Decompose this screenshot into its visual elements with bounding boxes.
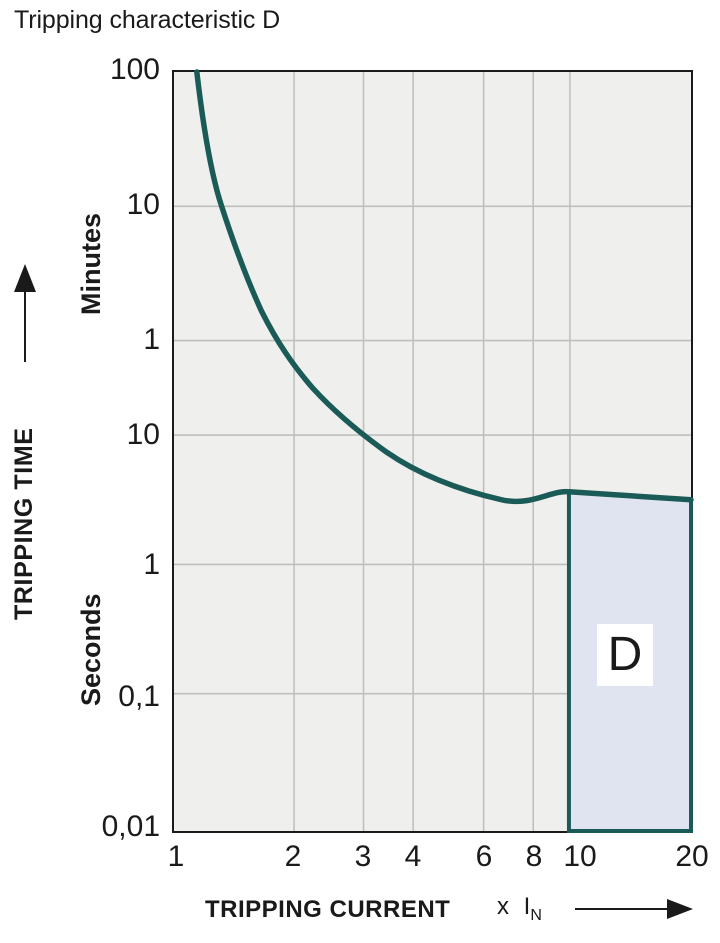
x-unit-subscript: N	[530, 906, 542, 924]
y-tick-10-minutes: 10	[126, 188, 160, 221]
x-tick-20: 20	[675, 840, 709, 873]
x-axis-caption: TRIPPING CURRENT	[205, 896, 451, 923]
x-tick-3: 3	[354, 840, 372, 873]
x-axis-unit: x IN	[497, 893, 542, 925]
x-tick-1: 1	[167, 840, 185, 873]
x-tick-10: 10	[563, 840, 597, 873]
x-tick-4: 4	[404, 840, 422, 873]
y-tick-0-1-second: 0,1	[118, 680, 160, 713]
tripping-curve	[194, 69, 694, 505]
vertical-gridlines	[293, 72, 571, 831]
x-axis-arrow-icon	[575, 898, 695, 920]
y-axis-caption: TRIPPING TIME	[10, 427, 38, 620]
x-tick-2: 2	[284, 840, 302, 873]
y-tick-0-01-second: 0,01	[101, 810, 160, 843]
plot-svg	[174, 69, 694, 833]
y-tick-10-seconds: 10	[126, 418, 160, 451]
y-tick-1-second: 1	[143, 548, 160, 581]
x-tick-8: 8	[525, 840, 543, 873]
y-tick-100-minutes: 100	[109, 53, 160, 86]
plot-area	[172, 69, 694, 833]
y-unit-minutes-label: Minutes	[76, 212, 106, 315]
x-unit-symbol: I	[523, 893, 531, 920]
x-tick-6: 6	[475, 840, 493, 873]
page-title: Tripping characteristic D	[14, 6, 281, 34]
y-axis-arrow-icon	[12, 262, 38, 362]
y-tick-1-minute: 1	[143, 323, 160, 356]
x-unit-multiplier: x	[497, 893, 509, 920]
region-d-label: D	[597, 624, 653, 686]
